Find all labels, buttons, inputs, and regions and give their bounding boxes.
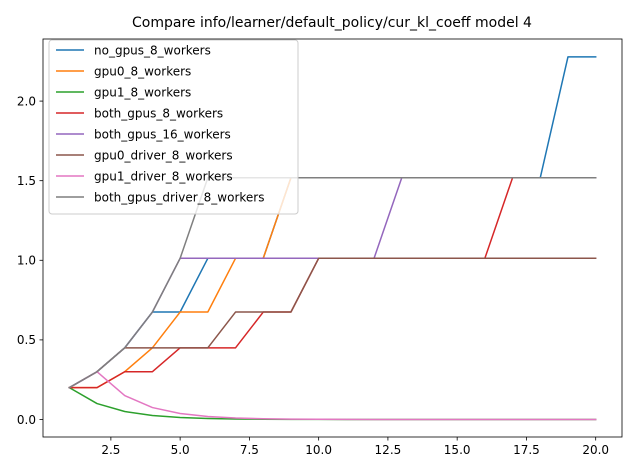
axes: 2.5 5.0 7.5 10.0 12.5 15.0 17.5 20.0 0.0 0.5 1.0 1.… bbox=[17, 38, 623, 457]
x-tick-label: 5.0 bbox=[171, 443, 190, 457]
chart-title: Compare info/learner/default_policy/cur_… bbox=[132, 15, 532, 31]
x-tick-label: 7.5 bbox=[240, 443, 259, 457]
axes-frame bbox=[42, 38, 623, 438]
legend-label: both_gpus_8_workers bbox=[94, 106, 223, 120]
legend-label: both_gpus_16_workers bbox=[94, 127, 231, 141]
x-tick-label: 20.0 bbox=[582, 443, 609, 457]
series-line-gpu0_driver_8_workers bbox=[68, 257, 597, 389]
legend-label: gpu1_8_workers bbox=[94, 85, 191, 99]
legend-label: gpu0_8_workers bbox=[94, 64, 191, 78]
y-tick-label: 0.0 bbox=[17, 413, 36, 427]
y-tick-label: 0.5 bbox=[17, 333, 36, 347]
y-tick-label: 1.0 bbox=[17, 254, 36, 268]
y-tick-label: 1.5 bbox=[17, 174, 36, 188]
series-line-both_gpus_driver_8_workers bbox=[68, 176, 597, 389]
legend-label: gpu1_driver_8_workers bbox=[94, 169, 233, 183]
x-tick-label: 17.5 bbox=[513, 443, 540, 457]
x-tick-label: 2.5 bbox=[101, 443, 120, 457]
series-line-gpu1_driver_8_workers bbox=[68, 370, 597, 421]
legend: no_gpus_8_workers gpu0_8_workers gpu1_8_wo… bbox=[48, 39, 299, 215]
plot-area bbox=[68, 56, 597, 421]
x-tick-label: 15.0 bbox=[444, 443, 471, 457]
legend-label: gpu0_driver_8_workers bbox=[94, 148, 233, 162]
legend-label: both_gpus_driver_8_workers bbox=[94, 190, 264, 204]
x-tick-label: 10.0 bbox=[305, 443, 332, 457]
series-line-gpu1_8_workers bbox=[68, 386, 597, 421]
y-tick-label: 2.0 bbox=[17, 94, 36, 108]
legend-label: no_gpus_8_workers bbox=[94, 43, 211, 57]
legend-box bbox=[48, 39, 299, 215]
x-tick-label: 12.5 bbox=[375, 443, 402, 457]
